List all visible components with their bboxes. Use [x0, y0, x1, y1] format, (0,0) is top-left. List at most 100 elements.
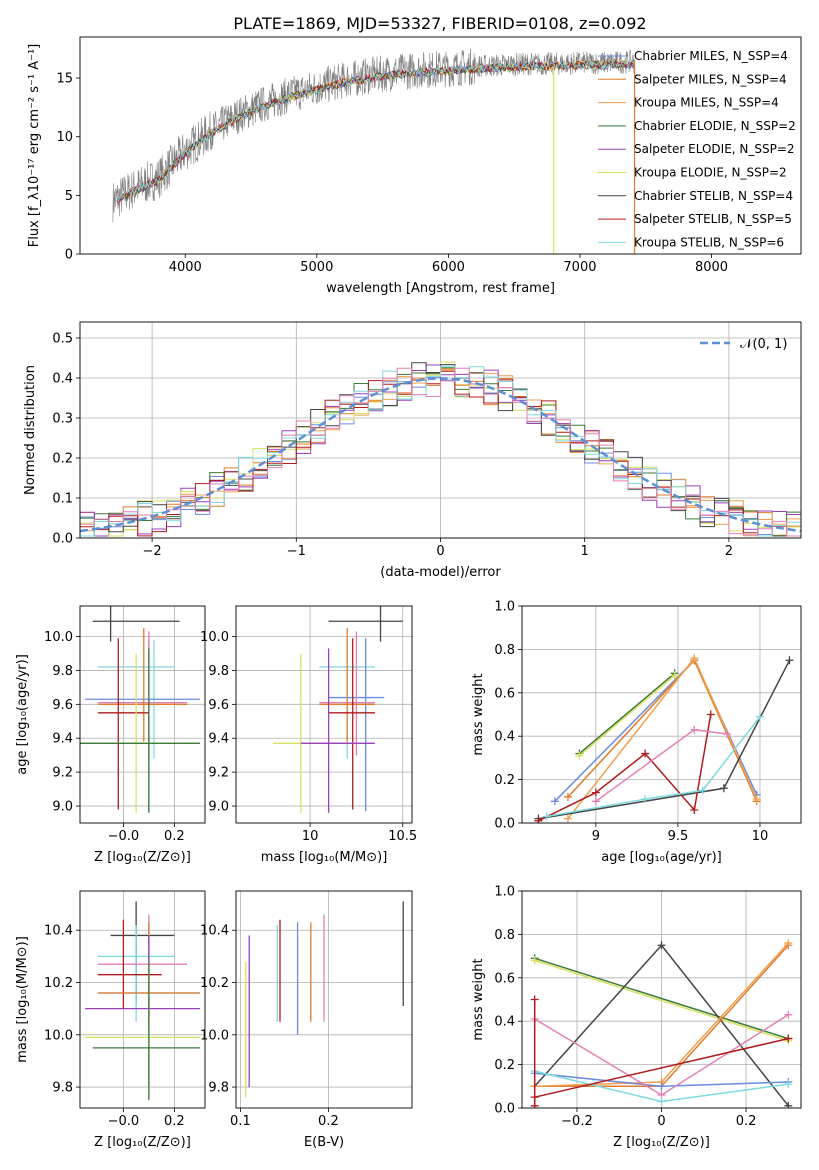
y-tick-label: 10.2 [44, 976, 73, 991]
legend-label: Chabrier STELIB, N_SSP=4 [634, 189, 793, 203]
x-tick-label: −2 [143, 544, 162, 559]
legend-label: Kroupa ELODIE, N_SSP=2 [634, 166, 787, 180]
x-tick-label: −1 [287, 544, 306, 559]
y-tick-label: 9.0 [52, 800, 73, 815]
histogram-plot [80, 361, 801, 537]
y-tick-label: 9.8 [52, 1081, 73, 1096]
axes-frame [235, 890, 413, 1109]
x-axis-label: E(B-V) [304, 1135, 344, 1150]
axes-frame [79, 605, 206, 824]
y-tick-label: 10.0 [44, 630, 73, 645]
weight-marker [784, 1080, 793, 1089]
axes-frame [79, 36, 802, 255]
y-tick-label: 10.0 [200, 630, 229, 645]
x-axis-label: age [log₁₀(age/yr)] [601, 850, 722, 865]
x-tick-label: 4000 [169, 260, 202, 275]
weight-marker [755, 712, 764, 721]
x-axis-label: wavelength [Angstrom, rest frame] [326, 281, 555, 296]
legend-label: Salpeter STELIB, N_SSP=5 [634, 212, 792, 226]
y-tick-label: 10.4 [44, 924, 73, 939]
y-tick-label: 9.8 [208, 1081, 229, 1096]
x-axis-label: Z [log₁₀(Z/Z⊙)] [613, 1135, 710, 1150]
y-tick-label: 9.8 [52, 664, 73, 679]
model-spectrum [116, 59, 636, 202]
weight-marker [657, 941, 666, 950]
x-tick-label: 0.2 [318, 1114, 339, 1129]
y-axis-label: Normed distribution [23, 365, 38, 495]
weight-marker [706, 710, 715, 719]
x-tick-label: 9 [592, 829, 600, 844]
y-tick-label: 0.0 [494, 817, 515, 832]
x-tick-label: 5000 [300, 260, 333, 275]
x-tick-label: 0.1 [230, 1114, 251, 1129]
axes-age-vs-Z: −0.0 0.2 9.0 9.2 9.4 9.6 9.8 10.0 Z [log₁₀(Z/Z⊙)… [15, 606, 205, 865]
x-tick-label: 0.2 [164, 829, 185, 844]
weight-marker [719, 784, 728, 793]
model-spectrum [116, 59, 636, 201]
weight-line [534, 959, 789, 1042]
points-mass-vs-EBV [245, 901, 404, 1098]
weight-marker [784, 1101, 793, 1108]
weight-marker [698, 786, 707, 795]
weight-marker [752, 795, 761, 804]
y-tick-label: 10 [56, 130, 73, 145]
legend-label: 𝒩(0, 1) [740, 337, 787, 352]
y-tick-label: 5 [65, 189, 73, 204]
y-tick-label: 9.4 [208, 732, 229, 747]
weight-marker [784, 1010, 793, 1019]
weight-marker [530, 1101, 539, 1108]
y-tick-label: 0.2 [494, 1058, 515, 1073]
x-tick-label: 0.2 [164, 1114, 185, 1129]
y-tick-label: 0.1 [52, 492, 73, 507]
y-tick-label: 9.6 [208, 698, 229, 713]
y-tick-label: 9.2 [208, 766, 229, 781]
x-tick-label: 0 [436, 544, 444, 559]
x-tick-label: 1 [581, 544, 589, 559]
axes-frame [235, 605, 413, 824]
x-tick-label: −0.0 [108, 1114, 140, 1129]
axes-frame [521, 605, 802, 824]
y-tick-label: 0.3 [52, 412, 73, 427]
y-axis-label: mass [log₁₀(M/M⊙)] [15, 936, 30, 1063]
weight-line [546, 716, 761, 818]
y-tick-label: 0.0 [52, 532, 73, 547]
x-tick-label: 2 [725, 544, 733, 559]
weight-marker [591, 788, 600, 797]
y-tick-label: 0.6 [494, 686, 515, 701]
x-tick-label: 0.2 [736, 1114, 757, 1129]
x-tick-label: 9.5 [668, 829, 689, 844]
y-tick-label: 10.0 [200, 1028, 229, 1043]
x-tick-label: −0.2 [561, 1114, 593, 1129]
weight-line [578, 672, 676, 755]
model-spectrum [116, 60, 636, 203]
y-tick-label: 0.6 [494, 971, 515, 986]
y-tick-label: 0.5 [52, 332, 73, 347]
y-tick-label: 0.2 [494, 773, 515, 788]
x-tick-label: 0 [657, 1114, 665, 1129]
y-tick-label: 0.4 [494, 730, 515, 745]
y-axis-label: mass weight [471, 673, 486, 755]
weight-marker [530, 1093, 539, 1102]
axes-age-vs-mass: 10 10.5 9.0 9.2 9.4 9.6 9.8 10.0 mass [log₁₀(M/M… [200, 606, 417, 865]
y-tick-label: 0.0 [494, 1102, 515, 1117]
weight-marker [563, 814, 572, 823]
legend-label: Kroupa MILES, N_SSP=4 [634, 96, 779, 110]
axes-frame [79, 890, 206, 1109]
x-tick-label: 10.5 [388, 829, 417, 844]
y-tick-label: 9.2 [52, 766, 73, 781]
lines-mass-weight-vs-Z [530, 939, 793, 1108]
y-tick-label: 15 [56, 72, 73, 87]
y-tick-label: 9.8 [208, 664, 229, 679]
weight-marker [534, 816, 543, 823]
legend-label: Chabrier MILES, N_SSP=4 [634, 49, 788, 63]
weight-marker [657, 1082, 666, 1091]
y-tick-label: 9.0 [208, 800, 229, 815]
weight-marker [530, 995, 539, 1004]
residual-histogram [80, 367, 801, 537]
axes-mass-weight-vs-Z: −0.2 0 0.2 0.0 0.2 0.4 0.6 0.8 1.0 Z [log₁₀(Z/Z⊙)… [471, 885, 801, 1150]
y-axis-label: Flux [f_λ10⁻¹⁷ erg cm⁻² s⁻¹ A⁻¹] [27, 44, 42, 248]
figure-title: PLATE=1869, MJD=53327, FIBERID=0108, z=0… [233, 14, 646, 33]
x-axis-label: Z [log₁₀(Z/Z⊙)] [94, 850, 191, 865]
spectrum-plot [112, 48, 636, 254]
legend-label: Salpeter ELODIE, N_SSP=2 [634, 142, 795, 156]
